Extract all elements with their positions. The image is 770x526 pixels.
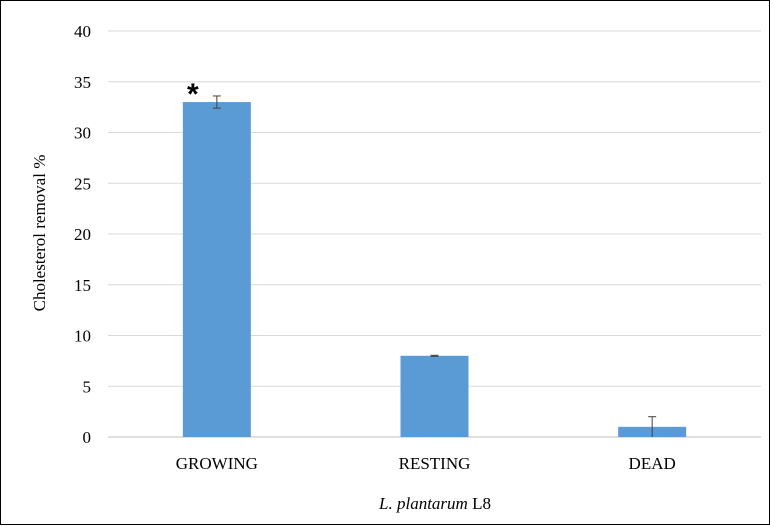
y-tick-label: 10 <box>74 327 91 346</box>
x-axis-title-italic: L. plantarum <box>378 494 468 513</box>
y-tick-label: 20 <box>74 225 91 244</box>
y-tick-label: 25 <box>74 174 91 193</box>
bars <box>182 102 687 438</box>
y-tick-label: 35 <box>74 73 91 92</box>
x-axis-title: L. plantarum L8 <box>378 494 491 513</box>
y-tick-label: 0 <box>83 428 92 447</box>
significance-asterisk: * <box>187 78 199 111</box>
bar-growing <box>182 102 251 438</box>
x-category-labels: GROWING RESTING DEAD <box>176 454 676 473</box>
bar-resting <box>400 355 469 437</box>
y-tick-label: 15 <box>74 276 91 295</box>
category-label-dead: DEAD <box>629 454 676 473</box>
y-tick-labels: 0 5 10 15 20 25 30 35 40 <box>74 22 91 447</box>
error-bars <box>212 95 657 437</box>
y-tick-label: 5 <box>83 377 92 396</box>
category-label-growing: GROWING <box>176 454 258 473</box>
annotations: * <box>187 78 199 111</box>
category-label-resting: RESTING <box>399 454 471 473</box>
x-axis-title-suffix: L8 <box>468 494 491 513</box>
y-tick-label: 30 <box>74 124 91 143</box>
y-tick-label: 40 <box>74 22 91 41</box>
y-axis-title: Cholesterol removal % <box>30 155 49 312</box>
